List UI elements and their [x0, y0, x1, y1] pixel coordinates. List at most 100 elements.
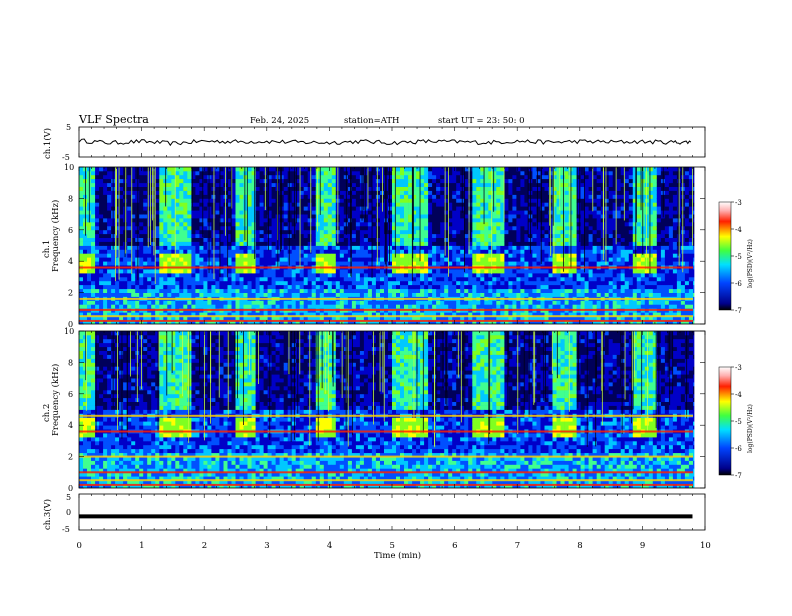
- spectrogram-cell: [87, 229, 92, 235]
- spectrogram-cell: [143, 174, 148, 180]
- spectrogram-cell: [424, 210, 429, 215]
- spectrogram-cell: [355, 320, 361, 324]
- spectrogram-cell: [291, 229, 297, 235]
- spectrogram-cell: [504, 300, 509, 305]
- spectrogram-cell: [79, 210, 84, 215]
- spectrogram-cell: [516, 182, 521, 187]
- spectrogram-cell: [207, 316, 212, 321]
- spectrogram-cell: [235, 249, 240, 254]
- spectrogram-cell: [119, 241, 124, 246]
- spectrogram-cell: [99, 280, 104, 286]
- spectrogram-cell: [343, 284, 349, 290]
- spectrogram-cell: [448, 210, 453, 215]
- spectrogram-cell: [255, 320, 260, 324]
- spectrogram-cell: [416, 170, 421, 176]
- spectrogram-cell: [367, 206, 373, 211]
- spectrogram-cell: [400, 249, 405, 254]
- spectrogram-cell: [552, 241, 557, 246]
- spectrogram-cell: [476, 249, 481, 254]
- spectrogram-cell: [147, 257, 152, 262]
- spectrogram-cell: [291, 202, 297, 207]
- spectrogram-cell: [408, 194, 413, 199]
- spectrogram-cell: [247, 174, 252, 180]
- spectrogram-cell: [440, 210, 445, 215]
- spectrogram-cell: [552, 190, 557, 195]
- spectrogram-cell: [576, 261, 581, 266]
- spectrogram-cell: [516, 167, 521, 172]
- spectrogram-cell: [388, 280, 393, 286]
- spectrogram-cell: [351, 210, 357, 215]
- spectrogram-cell: [371, 174, 377, 180]
- spectrogram-cell: [355, 206, 361, 211]
- spectrogram-cell: [239, 222, 244, 227]
- spectrogram-cell: [532, 257, 537, 262]
- spectrogram-cell: [115, 257, 120, 262]
- spectrogram-cell: [259, 174, 264, 180]
- spectrogram-cell: [159, 276, 164, 282]
- spectrogram-cell: [83, 269, 88, 274]
- spectrogram-cell: [111, 269, 116, 274]
- spectrogram-cell: [231, 170, 236, 176]
- spectrogram-cell: [327, 222, 333, 227]
- spectrogram-cell: [552, 170, 557, 176]
- spectrogram-cell: [404, 167, 409, 172]
- spectrogram-cell: [99, 170, 104, 176]
- spectrogram-cell: [568, 288, 573, 293]
- spectrogram-cell: [488, 245, 493, 250]
- spectrogram-cell: [363, 182, 369, 187]
- spectrogram-cell: [536, 245, 541, 250]
- spectrogram-cell: [143, 257, 148, 262]
- spectrogram-cell: [167, 194, 172, 199]
- spectrogram-cell: [115, 186, 120, 191]
- spectrogram-cell: [171, 312, 176, 317]
- spectrogram-cell: [119, 273, 124, 278]
- spectrogram-cell: [412, 170, 417, 176]
- spectrogram-cell: [291, 210, 297, 215]
- spectrogram-cell: [235, 300, 240, 305]
- spectrogram-cell: [488, 284, 493, 290]
- spectrogram-cell: [191, 312, 196, 317]
- spectrogram-cell: [119, 320, 124, 324]
- spectrogram-cell: [167, 249, 172, 254]
- spectrogram-cell: [119, 276, 124, 282]
- spectrogram-cell: [476, 218, 481, 223]
- spectrogram-cell: [540, 225, 545, 231]
- spectrogram-cell: [540, 222, 545, 227]
- spectrogram-cell: [79, 167, 84, 172]
- spectrogram-cell: [568, 304, 573, 309]
- spectrogram-cell: [175, 241, 180, 246]
- spectrogram-cell: [79, 214, 84, 219]
- spectrogram-cell: [392, 237, 397, 242]
- spectrogram-cell: [339, 316, 345, 321]
- spectrogram-cell: [420, 206, 425, 211]
- spectrogram-cell: [544, 288, 549, 293]
- spectrogram-cell: [107, 218, 112, 223]
- spectrogram-cell: [468, 312, 473, 317]
- spectrogram-cell: [408, 320, 413, 324]
- spectrogram-cell: [456, 320, 461, 324]
- spectrogram-cell: [500, 198, 505, 203]
- spectrogram-cell: [255, 241, 260, 246]
- spectrogram-cell: [311, 222, 317, 227]
- spectrogram-cell: [227, 190, 232, 195]
- spectrogram-cell: [508, 206, 513, 211]
- spectrogram-cell: [532, 182, 537, 187]
- spectrogram-cell: [139, 292, 144, 297]
- spectrogram-cell: [219, 229, 224, 235]
- spectrogram-cell: [363, 194, 369, 199]
- spectrogram-cell: [99, 245, 104, 250]
- spectrogram-cell: [291, 320, 297, 324]
- spectrogram-cell: [496, 269, 501, 274]
- spectrogram-cell: [432, 186, 437, 191]
- spectrogram-cell: [496, 182, 501, 187]
- spectrogram-cell: [480, 202, 485, 207]
- spectrogram-cell: [99, 253, 104, 258]
- spectrogram-cell: [456, 194, 461, 199]
- spectrogram-cell: [115, 167, 120, 172]
- spectrogram-cell: [263, 292, 268, 297]
- spectrogram-cell: [171, 245, 176, 250]
- spectrogram-cell: [396, 300, 401, 305]
- spectrogram-cell: [484, 257, 489, 262]
- spectrogram-cell: [219, 257, 224, 262]
- spectrogram-cell: [392, 167, 397, 172]
